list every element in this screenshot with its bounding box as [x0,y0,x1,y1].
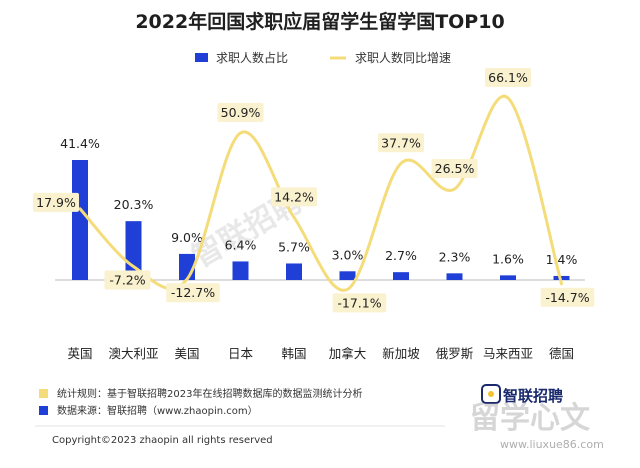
bar-value-label-8: 1.6% [492,251,524,266]
bar-value-label-3: 6.4% [225,237,257,252]
growth-value-label-0: 17.9% [36,195,76,210]
growth-label-box-0 [33,192,79,212]
bar-value-label-1: 20.3% [114,197,154,212]
legend-line-label: 求职人数同比增速 [355,50,451,65]
copyright: Copyright©2023 zhaopin all rights reserv… [52,435,273,446]
bar-8 [500,275,516,280]
growth-value-label-2: -12.7% [171,285,215,300]
growth-label-group-9: -14.7% [540,287,595,307]
category-label-1: 澳大利亚 [108,346,158,361]
growth-value-label-7: 26.5% [435,161,475,176]
growth-label-group-7: 26.5% [431,159,478,179]
svg-text:www.liuxue86.com: www.liuxue86.com [500,438,604,451]
bar-0 [72,160,88,280]
growth-value-label-6: 37.7% [381,135,421,150]
bar-value-label-9: 1.4% [546,252,578,267]
footnote-rule: 统计规则：基于智联招聘2023年在线招聘数据库的数据监测统计分析 [57,387,362,400]
svg-text:留学心文: 留学心文 [470,401,590,436]
footnote-source-swatch [39,406,48,415]
category-label-9: 德国 [549,346,574,361]
growth-label-box-1 [104,270,151,290]
category-label-8: 马来西亚 [483,346,533,361]
bar-3 [232,261,249,280]
growth-label-group-5: -17.1% [332,293,387,313]
bar-value-label-5: 3.0% [332,247,364,262]
legend-bar-swatch [195,53,208,62]
bar-5 [339,271,356,280]
legend: 求职人数占比 求职人数同比增速 [195,50,451,65]
footnote-source: 数据来源：智联招聘（www.zhaopin.com） [57,404,258,417]
growth-label-box-9 [540,287,595,307]
growth-value-label-5: -17.1% [337,295,381,310]
zhaopin-logo: 智联招聘 [481,384,563,405]
bar-6 [393,272,409,280]
growth-label-box-7 [431,159,478,179]
category-label-2: 美国 [174,346,199,361]
growth-label-group-3: 50.9% [217,102,264,122]
growth-line [78,94,563,292]
growth-label-box-6 [378,133,424,153]
footnote-rule-swatch [39,389,48,398]
legend-bar-label: 求职人数占比 [216,50,288,65]
growth-label-box-5 [332,293,387,313]
growth-label-group-4: 14.2% [271,187,317,207]
bar-value-label-4: 5.7% [278,239,310,254]
growth-label-group-0: 17.9% [33,192,79,212]
growth-label-box-3 [217,102,264,122]
chart-title: 2022年回国求职应届留学生留学国TOP10 [135,10,504,33]
bar-value-label-6: 2.7% [385,248,417,263]
growth-label-group-6: 37.7% [378,133,424,153]
growth-value-label-3: 50.9% [221,105,261,120]
growth-label-group-8: 66.1% [485,67,531,87]
growth-label-group-1: -7.2% [104,270,151,290]
growth-value-label-9: -14.7% [545,290,589,305]
bar-7 [446,273,463,280]
growth-value-label-1: -7.2% [109,273,145,288]
category-label-3: 日本 [228,346,254,361]
category-labels-layer: 英国 澳大利亚 美国 日本 韩国 加拿大 新加坡 俄罗斯 马来西亚 德国 [67,346,574,361]
site-watermark: 留学心文 www.liuxue86.com [470,401,604,451]
svg-text:智联招聘: 智联招聘 [503,387,563,405]
growth-value-label-4: 14.2% [274,189,314,204]
bars-layer [72,160,570,280]
bar-4 [286,263,302,280]
bar-value-label-7: 2.3% [439,249,471,264]
growth-label-box-2 [166,283,220,303]
growth-label-box-4 [271,187,317,207]
bar-9 [553,275,570,280]
bar-value-label-0: 41.4% [60,136,100,151]
bar-value-label-2: 9.0% [171,230,203,245]
category-label-5: 加拿大 [329,346,367,361]
category-label-6: 新加坡 [382,346,420,361]
growth-value-label-8: 66.1% [488,70,528,85]
category-label-4: 韩国 [281,346,306,361]
category-label-7: 俄罗斯 [436,346,474,361]
growth-label-group-2: -12.7% [166,283,220,303]
category-label-0: 英国 [67,346,92,361]
growth-label-box-8 [485,67,531,87]
growth-labels-layer: 17.9% -7.2% -12.7% 50.9% 14.2% -17.1% 37.7% 26.… [33,67,595,313]
